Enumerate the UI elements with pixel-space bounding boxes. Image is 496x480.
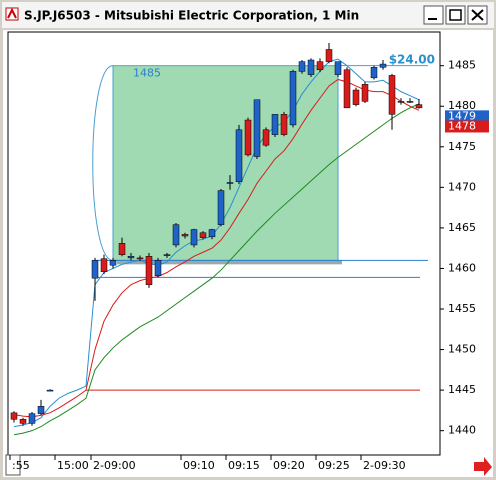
- candle-body: [217, 190, 225, 225]
- candle-body: [19, 419, 27, 424]
- x-tick-label: :55: [12, 459, 30, 472]
- candle-body: [46, 389, 54, 392]
- price-tag-label: 1478: [448, 119, 476, 132]
- annotation: $24.00: [389, 53, 435, 67]
- candle-body: [388, 75, 396, 115]
- candle-body: [370, 67, 378, 79]
- candle-body: [244, 119, 252, 156]
- window-title: S.JP.J6503 - Mitsubishi Electric Corpora…: [24, 9, 359, 23]
- y-tick-label: 1465: [448, 221, 476, 234]
- candle-body: [181, 234, 189, 237]
- price-tag: [445, 120, 489, 133]
- scroll-arrow[interactable]: [474, 457, 492, 476]
- candle-body: [127, 256, 135, 259]
- y-tick-label: 1450: [448, 343, 476, 356]
- x-tick-label: 15:00: [57, 459, 89, 472]
- zone-label: 1485: [133, 67, 161, 80]
- candle-body: [199, 232, 207, 238]
- candle-body: [415, 104, 423, 109]
- close-button[interactable]: [467, 5, 488, 25]
- moving-average: [13, 58, 420, 428]
- y-tick-label: 1445: [448, 383, 476, 396]
- price-tag-label: 1479: [448, 109, 476, 122]
- maximize-button[interactable]: [445, 5, 466, 25]
- x-tick-label: 2-09:00: [93, 459, 136, 472]
- drawing-arc: [92, 65, 114, 261]
- candle-body: [37, 406, 45, 414]
- x-tick-label: 09:20: [273, 459, 305, 472]
- candle-body: [289, 71, 297, 126]
- candle-body: [253, 99, 261, 157]
- candle-body: [28, 413, 36, 424]
- candle-body: [145, 256, 153, 285]
- candle-body: [109, 260, 117, 266]
- x-tick-label: 09:10: [183, 459, 215, 472]
- candle-body: [298, 61, 306, 72]
- plot: 1440 1445 1450 1455 1460 1465 1470 1475 1480 1485…: [9, 42, 489, 472]
- y-tick-label: 1440: [448, 424, 476, 437]
- y-tick-label: 1485: [448, 59, 476, 72]
- candle-body: [352, 89, 360, 105]
- candle-body: [226, 182, 234, 184]
- y-tick-label: 1455: [448, 302, 476, 315]
- x-tick-label: 09:25: [318, 459, 350, 472]
- candle-body: [10, 412, 18, 420]
- candle-body: [136, 257, 144, 260]
- candle-body: [343, 69, 351, 109]
- y-tick-label: 1475: [448, 140, 476, 153]
- candle-body: [361, 84, 369, 102]
- candle-body: [280, 114, 288, 135]
- candle-body: [307, 59, 315, 75]
- x-tick-label: 2-09:30: [363, 459, 406, 472]
- candle-body: [172, 224, 180, 246]
- candle-body: [379, 63, 387, 68]
- candle-body: [406, 101, 414, 103]
- candle-body: [235, 129, 243, 182]
- price-tag: [445, 110, 489, 123]
- candle-body: [397, 101, 405, 103]
- minimize-button[interactable]: [423, 5, 444, 25]
- candle-body: [100, 258, 108, 272]
- candle-body: [163, 254, 171, 256]
- candle-body: [154, 260, 162, 277]
- candle-body: [91, 260, 99, 279]
- x-tick-label: 09:15: [228, 459, 260, 472]
- candle-body: [190, 229, 198, 246]
- candle-body: [118, 243, 126, 255]
- candle-body: [271, 114, 279, 135]
- app-icon-glyph: [7, 7, 17, 19]
- zone-box: [112, 65, 339, 261]
- moving-average: [13, 103, 420, 436]
- zone-box-shadow: [117, 260, 342, 265]
- candle-body: [334, 61, 342, 75]
- title-bar: [2, 2, 494, 28]
- candle-body: [208, 229, 216, 238]
- y-tick-label: 1480: [448, 99, 476, 112]
- candle-body: [325, 49, 333, 62]
- moving-average: [13, 78, 420, 418]
- y-tick-label: 1460: [448, 261, 476, 274]
- y-tick-label: 1470: [448, 180, 476, 193]
- candle-body: [262, 129, 270, 146]
- candle-body: [316, 61, 324, 70]
